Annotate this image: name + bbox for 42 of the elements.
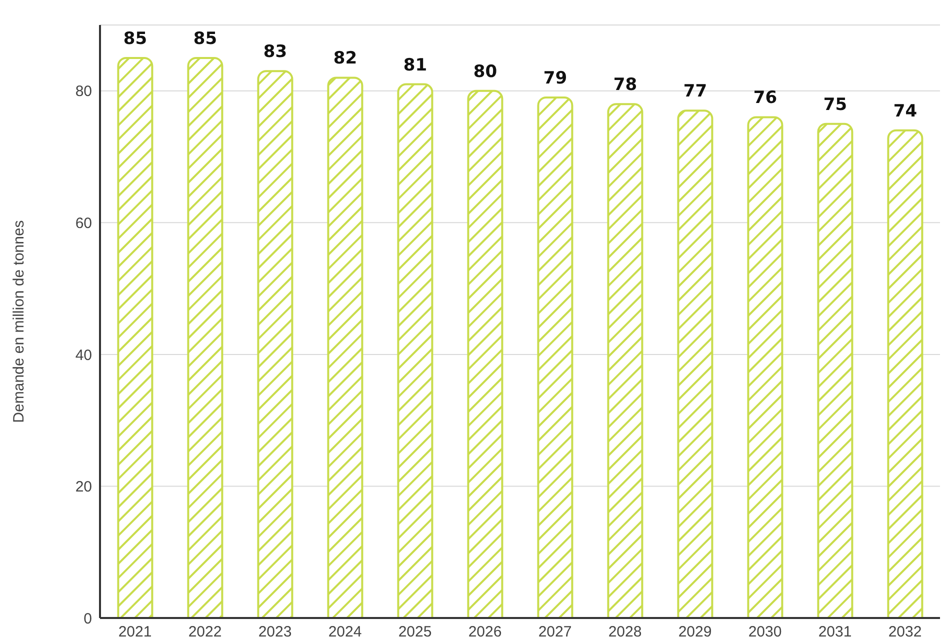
x-tick-label: 2024 bbox=[328, 624, 362, 641]
bar bbox=[887, 129, 924, 618]
x-tick-label: 2025 bbox=[398, 624, 432, 641]
y-tick-label: 0 bbox=[84, 610, 92, 628]
data-label: 85 bbox=[193, 28, 218, 49]
data-label: 85 bbox=[123, 28, 148, 49]
bar bbox=[117, 56, 154, 618]
x-tick-label: 2030 bbox=[748, 624, 782, 641]
x-tick-label: 2032 bbox=[888, 624, 922, 641]
y-tick-label: 20 bbox=[75, 478, 92, 496]
x-tick-label: 2027 bbox=[538, 624, 572, 641]
data-label: 79 bbox=[543, 68, 568, 88]
x-tick-label: 2029 bbox=[678, 624, 712, 641]
x-tick-label: 2031 bbox=[818, 624, 852, 641]
data-label: 75 bbox=[823, 94, 848, 115]
y-axis-title: Demande en million de tonnes bbox=[10, 220, 28, 423]
x-tick-label: 2022 bbox=[188, 624, 222, 641]
data-label: 82 bbox=[333, 48, 358, 69]
data-label: 80 bbox=[473, 62, 498, 82]
bar bbox=[677, 110, 714, 618]
data-label: 83 bbox=[263, 42, 288, 62]
y-tick-label: 40 bbox=[75, 346, 92, 364]
y-tick-label: 60 bbox=[75, 214, 92, 232]
bar bbox=[537, 96, 574, 618]
x-tick-label: 2021 bbox=[118, 624, 152, 641]
data-label: 76 bbox=[753, 88, 778, 108]
bar bbox=[817, 122, 854, 618]
bar bbox=[327, 76, 364, 618]
y-tick-label: 80 bbox=[75, 83, 92, 100]
bar bbox=[257, 70, 294, 618]
bar bbox=[607, 103, 644, 618]
x-tick-label: 2023 bbox=[258, 624, 292, 641]
data-label: 74 bbox=[893, 101, 918, 122]
x-tick-label: 2028 bbox=[608, 624, 642, 641]
bar bbox=[397, 83, 434, 618]
bar bbox=[467, 90, 504, 618]
data-label: 77 bbox=[683, 82, 708, 102]
data-label: 78 bbox=[613, 75, 638, 96]
x-tick-label: 2026 bbox=[468, 624, 502, 641]
bar bbox=[747, 116, 784, 618]
bar bbox=[187, 56, 224, 618]
data-label: 81 bbox=[403, 55, 428, 76]
